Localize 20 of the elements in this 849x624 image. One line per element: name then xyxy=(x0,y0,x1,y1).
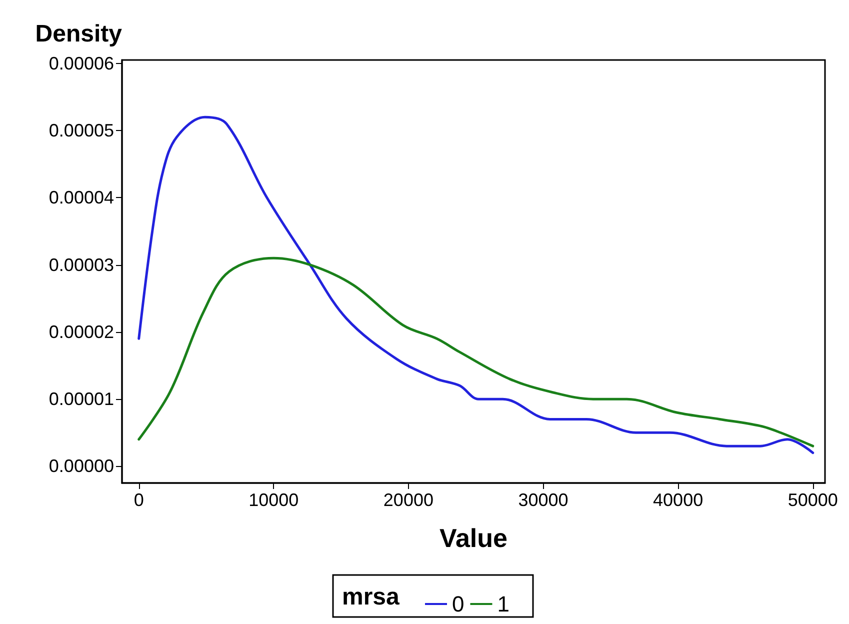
y-tick-label: 0.00003 xyxy=(48,254,114,275)
y-tick-label: 0.00005 xyxy=(48,120,114,140)
x-tick-label: 40000 xyxy=(653,490,704,510)
x-tick-label: 10000 xyxy=(248,490,299,510)
line-series xyxy=(138,256,814,448)
y-axis-title: Density xyxy=(35,20,123,48)
y-tick-label: 0.00004 xyxy=(48,188,114,208)
x-tick-label: 20000 xyxy=(383,490,434,510)
x-tick-label: 30000 xyxy=(518,490,568,510)
legend-title: mrsa xyxy=(342,584,400,610)
x-tick-label: 0 xyxy=(134,490,144,510)
x-axis-title: Value xyxy=(440,523,508,553)
y-tick-label: 0.00006 xyxy=(48,53,114,74)
y-tick-label: 0.00002 xyxy=(48,322,114,342)
legend-label: 1 xyxy=(497,592,510,616)
y-tick-label: 0.00001 xyxy=(48,389,114,410)
line-series xyxy=(138,116,814,454)
x-tick-label: 50000 xyxy=(788,490,838,510)
legend-label: 0 xyxy=(452,592,464,616)
y-tick-label: 0.00000 xyxy=(48,456,114,476)
